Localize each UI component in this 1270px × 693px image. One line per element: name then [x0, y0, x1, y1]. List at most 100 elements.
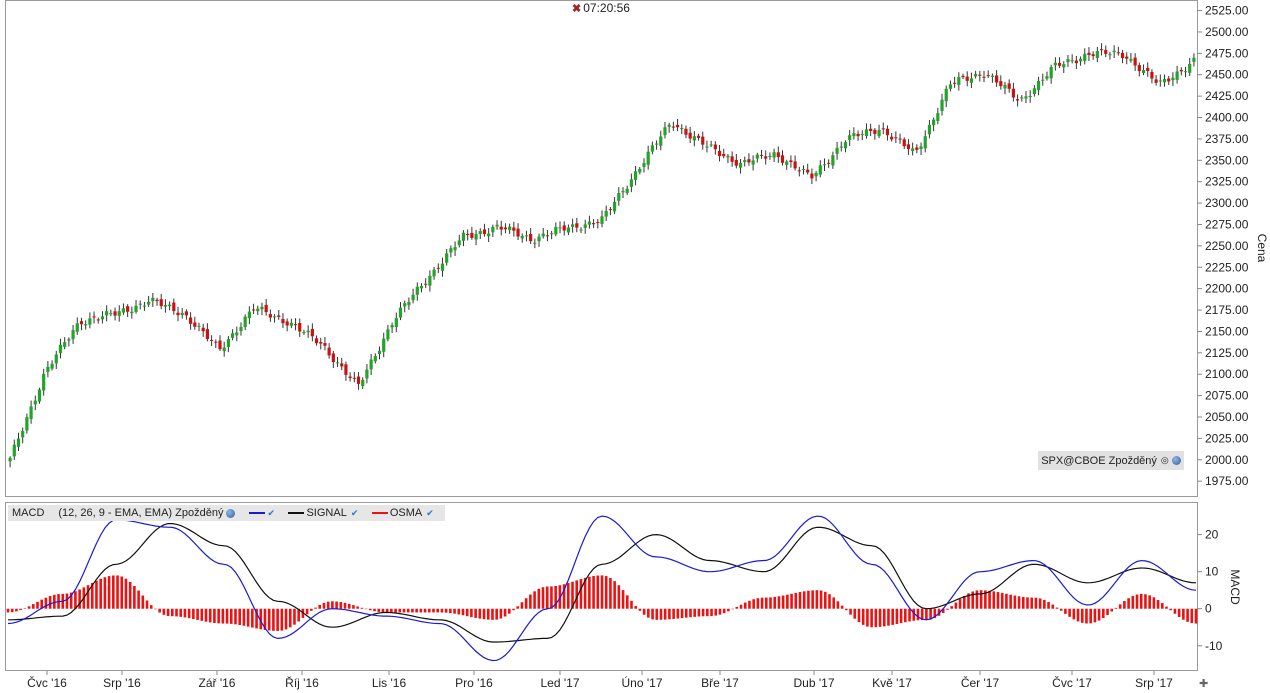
- osma-bar: [27, 606, 31, 609]
- candle-down: [759, 154, 764, 156]
- candle-up: [63, 342, 67, 347]
- candle-down: [915, 147, 919, 150]
- osma-bar: [954, 602, 958, 609]
- crosshair-icon[interactable]: ✚: [1199, 678, 1209, 690]
- candle-down: [298, 323, 302, 332]
- candle-up: [419, 285, 424, 289]
- osma-bar: [229, 608, 233, 624]
- osma-bar: [651, 608, 654, 620]
- x-tick-label: Říj '16: [285, 675, 319, 690]
- macd-tick-label: -10: [1205, 639, 1223, 653]
- osma-bar: [204, 608, 208, 622]
- osma-bar: [440, 608, 444, 613]
- osma-bar: [1169, 608, 1173, 611]
- candle-up: [864, 129, 869, 137]
- osma-bar: [925, 608, 928, 620]
- osma-bar: [251, 608, 254, 628]
- osma-bar: [360, 607, 364, 609]
- candle-down: [1146, 67, 1150, 72]
- candle-up: [1141, 69, 1146, 73]
- osma-bar: [937, 608, 941, 616]
- osma-bar: [533, 591, 536, 609]
- globe-icon[interactable]: [1171, 456, 1181, 465]
- osma-bar: [318, 604, 322, 609]
- candle-up: [1045, 76, 1049, 79]
- candle-down: [1011, 88, 1015, 98]
- osma-bar: [941, 608, 945, 613]
- candle-up: [642, 163, 646, 167]
- candle-down: [902, 139, 906, 147]
- osma-bar: [710, 608, 713, 617]
- osma-bar: [86, 585, 90, 609]
- osma-bar: [1017, 596, 1021, 609]
- osma-bar: [208, 608, 212, 623]
- osma-bar: [1013, 595, 1017, 609]
- osma-bar: [562, 584, 566, 609]
- candle-down: [96, 319, 100, 321]
- osma-bar: [550, 586, 553, 609]
- osma-bar: [457, 608, 461, 615]
- osma-visible-check-icon[interactable]: ✔: [426, 507, 434, 518]
- candle-up: [1003, 84, 1007, 89]
- candle-up: [1049, 67, 1053, 79]
- globe-icon[interactable]: [226, 508, 236, 518]
- candle-down: [344, 364, 348, 375]
- osma-bar: [655, 608, 659, 620]
- candle-up: [411, 294, 415, 301]
- candle-up: [1028, 95, 1032, 97]
- candle-down: [251, 309, 256, 311]
- close-x-icon[interactable]: ✖: [572, 3, 582, 15]
- candle-down: [596, 222, 600, 224]
- candle-down: [1137, 65, 1141, 72]
- osma-bar: [1038, 598, 1042, 609]
- osma-bar: [1000, 592, 1004, 609]
- osma-bar: [259, 608, 263, 630]
- osma-bar: [857, 608, 861, 623]
- candle-down: [797, 170, 801, 172]
- osma-bar: [828, 594, 831, 609]
- osma-bar: [69, 592, 73, 609]
- candle-down: [470, 232, 474, 238]
- candle-up: [831, 155, 835, 166]
- osma-bar: [1173, 608, 1177, 614]
- osma-bar: [36, 601, 39, 609]
- candle-down: [995, 75, 999, 83]
- candle-up: [755, 154, 759, 159]
- info-icon[interactable]: ◎: [1160, 455, 1169, 465]
- osma-bar: [971, 591, 975, 609]
- osma-bar: [19, 608, 22, 611]
- candle-up: [936, 113, 940, 121]
- symbol-label-box[interactable]: SPX@CBOE Zpožděný ◎: [1038, 451, 1184, 470]
- x-tick-label: Lis '16: [372, 676, 407, 690]
- candle-up: [37, 389, 42, 402]
- x-tick-label: Led '17: [541, 676, 580, 690]
- osma-bar: [78, 589, 81, 609]
- candle-up: [243, 316, 247, 328]
- macd-visible-check-icon[interactable]: ✔: [267, 507, 276, 518]
- osma-bar: [693, 608, 696, 617]
- signal-visible-check-icon[interactable]: ✔: [350, 507, 359, 518]
- candle-up: [1188, 63, 1192, 73]
- candle-down: [323, 342, 327, 346]
- candle-up: [8, 457, 12, 462]
- osma-bar: [659, 608, 663, 620]
- candle-up: [1112, 50, 1116, 53]
- macd-lines: [7, 515, 1197, 662]
- osma-bar: [819, 590, 823, 609]
- osma-bar: [874, 608, 878, 628]
- osma-bar: [701, 608, 705, 617]
- candle-up: [558, 227, 562, 229]
- price-tick-label: 2150.00: [1205, 324, 1249, 338]
- price-tick-label: 2375.00: [1205, 132, 1249, 146]
- osma-bar: [326, 601, 330, 609]
- price-axis: 2525.00 2500.00 2475.00 2450.00 2425.00 2400.…: [1197, 4, 1249, 488]
- candle-down: [436, 267, 440, 269]
- osma-bar: [495, 608, 498, 620]
- osma-bar: [807, 590, 810, 609]
- candle-down: [898, 138, 902, 140]
- candle-up: [369, 359, 373, 370]
- osma-bar: [461, 608, 465, 616]
- candle-down: [684, 128, 688, 135]
- candle-up: [432, 269, 436, 277]
- candle-up: [453, 247, 457, 251]
